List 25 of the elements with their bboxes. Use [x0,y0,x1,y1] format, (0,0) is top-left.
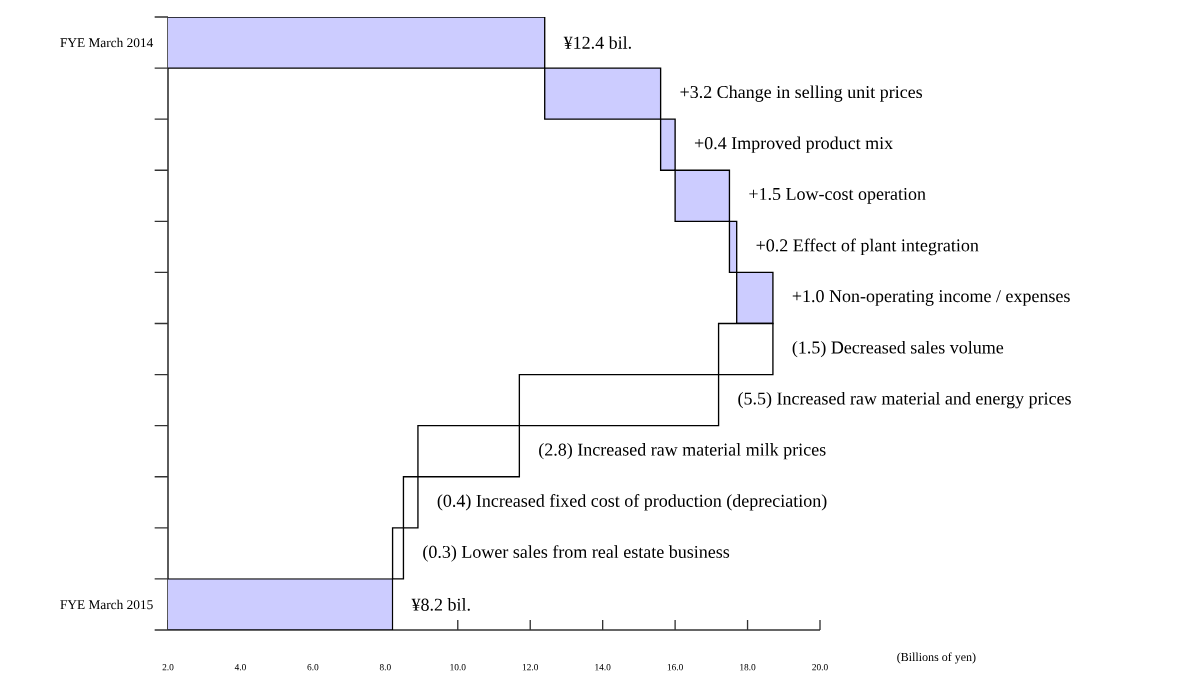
x-tick-label: 16.0 [667,664,683,671]
data-label: (1.5) Decreased sales volume [792,340,1004,358]
x-tick-label: 14.0 [595,664,611,671]
x-tick-label: 2.0 [162,664,174,671]
x-tick-label: 20.0 [812,664,828,671]
text: (Billions of yen) [897,652,976,664]
data-label: ¥8.2 bil. [411,598,470,611]
data-label: +3.2 Change in selling unit prices [680,85,923,102]
x-tick-label: 10.0 [450,664,466,671]
x-tick-label: 8.0 [379,664,391,671]
data-label: ¥12.4 bil. [563,36,631,49]
data-label: (2.8) Increased raw material milk prices [539,443,826,460]
x-tick-label: 4.0 [234,664,246,671]
data-label: +0.2 Effect of plant integration [756,238,979,256]
y-tick-label: FYE March 2014 [60,37,154,48]
data-label: (0.3) Lower sales from real estate business [423,545,730,562]
x-tick-label: 12.0 [522,664,539,671]
x-tick-label: 6.0 [307,664,319,671]
data-label: +1.5 Low-cost operation [749,187,926,204]
y-tick-label: FYE March 2015 [60,599,153,610]
data-label: +1.0 Non-operating income / expenses [792,290,1070,306]
x-tick-label: 18.0 [740,664,756,671]
data-label: (0.4) Increased fixed cost of production (depreciation) [437,494,827,511]
data-label: (5.5) Increased raw material and energy prices [738,391,1071,409]
data-label: +0.4 Improved product mix [694,136,893,153]
